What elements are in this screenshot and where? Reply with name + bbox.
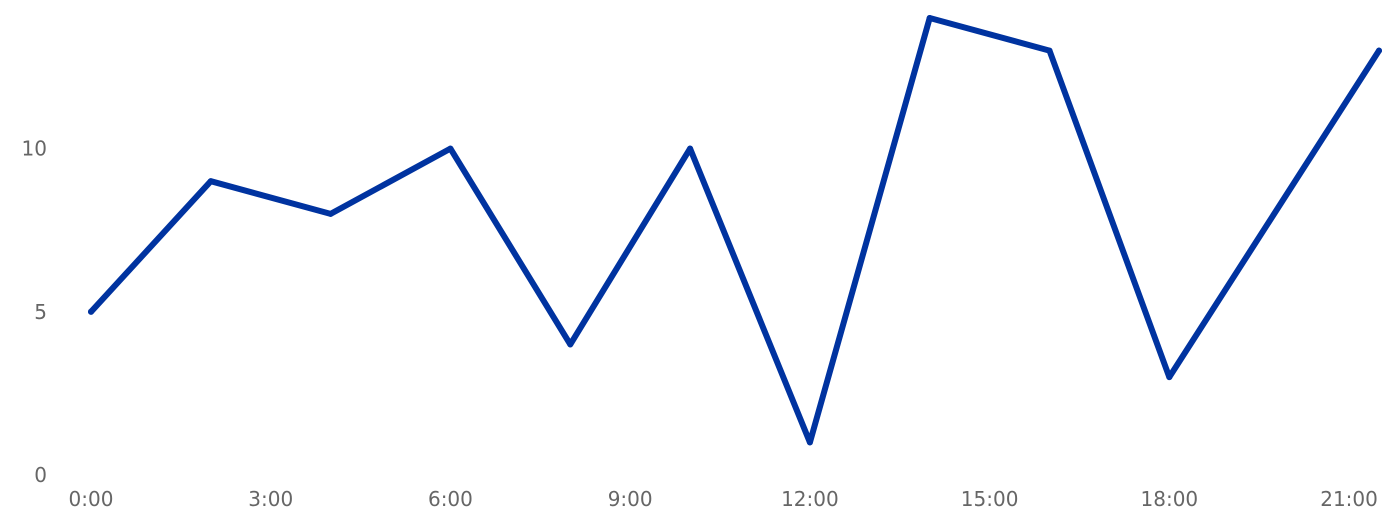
y-tick-label: 0 (34, 463, 47, 487)
y-axis: 0 5 10 (22, 137, 47, 487)
x-tick-label: 21:00 (1320, 487, 1378, 511)
x-tick-label: 18:00 (1141, 487, 1199, 511)
data-point (1166, 374, 1173, 381)
data-point (687, 145, 694, 152)
x-tick-label: 0:00 (69, 487, 114, 511)
data-point (926, 15, 933, 21)
data-point (88, 308, 94, 315)
data-point (327, 210, 334, 217)
x-tick-label: 15:00 (961, 487, 1019, 511)
data-point (207, 178, 214, 185)
data-point (567, 341, 574, 348)
y-tick-label: 5 (34, 300, 47, 324)
data-point (1376, 47, 1382, 54)
x-tick-label: 12:00 (781, 487, 839, 511)
series-line (88, 15, 1382, 446)
x-tick-label: 9:00 (608, 487, 653, 511)
x-tick-label: 6:00 (428, 487, 473, 511)
x-tick-label: 3:00 (248, 487, 293, 511)
data-point (806, 439, 813, 446)
data-point (1046, 47, 1053, 54)
x-axis: 0:00 3:00 6:00 9:00 12:00 15:00 18:00 21:00 (69, 487, 1378, 511)
y-tick-label: 10 (22, 137, 47, 161)
data-point (447, 145, 454, 152)
series-layer (88, 15, 1382, 446)
